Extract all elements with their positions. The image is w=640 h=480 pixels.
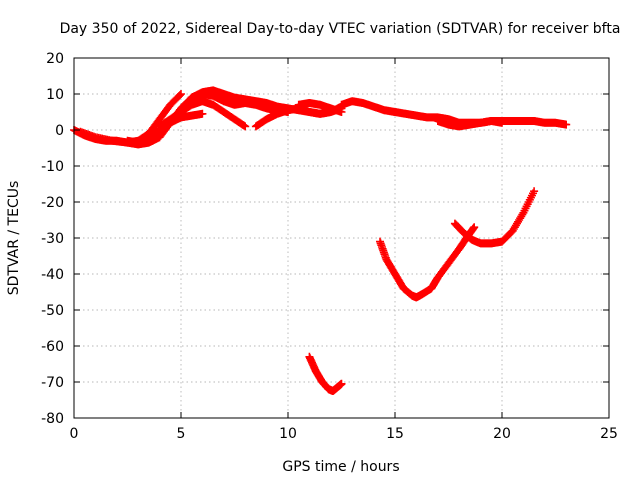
data-point [498,118,506,127]
series-trace-mid-c [251,104,346,131]
y-tick-label: -10 [41,159,64,175]
data-point [470,223,479,232]
data-point [175,91,184,100]
y-tick-label: 20 [46,51,64,67]
y-tick-label: -30 [41,231,64,247]
data-point [241,122,250,131]
series-trace-mid-d [294,99,346,116]
y-tick-label: -50 [41,303,64,319]
x-tick-label: 5 [177,426,186,442]
y-tick-label: -20 [41,195,64,211]
x-axis-label: GPS time / hours [282,459,399,475]
series-trace-low-a [305,352,346,395]
y-tick-label: -60 [41,339,64,355]
series-trace-low-c [450,187,539,248]
chart-title: Day 350 of 2022, Sidereal Day-to-day VTE… [60,21,621,37]
data-point [177,90,185,98]
data-point [337,108,346,116]
x-tick-label: 20 [493,426,511,442]
series-trace-late-dip [433,117,506,131]
x-tick-label: 25 [600,426,618,442]
y-tick-label: -40 [41,267,64,283]
x-tick-label: 10 [279,426,297,442]
series-trace-low-b [376,223,479,302]
y-axis-label: SDTVAR / TECUs [6,181,22,296]
y-tick-label: 10 [46,87,64,103]
data-point [337,379,346,388]
series-trace-mid-a [155,97,250,131]
ticks: 0 5 10 15 20 25 -80 -70 -60 -50 -40 -30 -20 -10 0 10 20 [41,51,618,442]
data-point [198,109,207,118]
y-tick-label: -70 [41,375,64,391]
data-point [530,187,539,196]
x-tick-label: 15 [386,426,404,442]
data-point [562,120,571,129]
data-points [70,86,571,395]
y-tick-label: -80 [41,411,64,427]
x-tick-label: 0 [70,426,79,442]
y-tick-label: 0 [55,123,64,139]
